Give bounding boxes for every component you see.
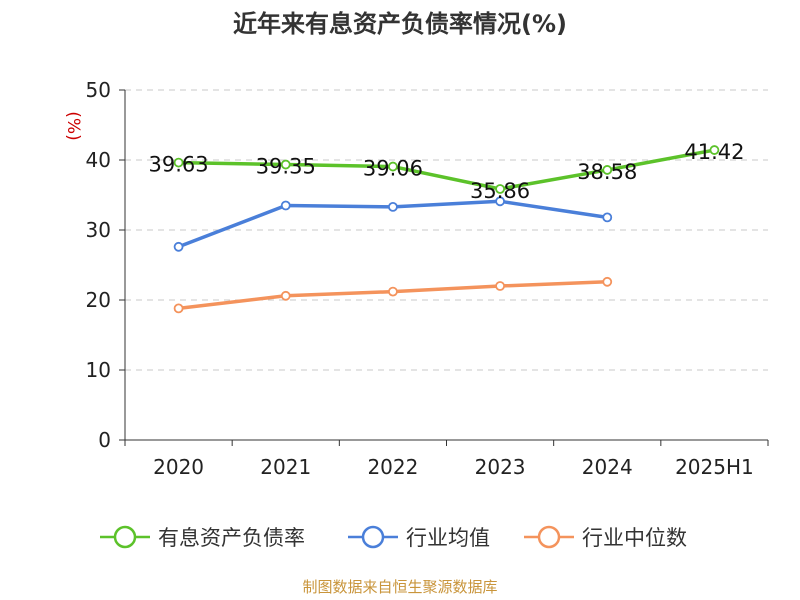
data-point bbox=[280, 200, 291, 211]
data-point bbox=[388, 161, 398, 172]
data-label: 41.42 bbox=[684, 140, 744, 164]
data-point bbox=[495, 184, 505, 194]
data-point bbox=[709, 145, 720, 155]
data-point bbox=[602, 276, 613, 287]
x-tick-label: 2022 bbox=[367, 455, 418, 479]
axes: 0 10 20 30 40 50 2020 2021 2022 2023 2024 2025H1 bbox=[86, 78, 769, 479]
y-tick-label: 20 bbox=[86, 288, 111, 312]
y-tick-label: 50 bbox=[86, 78, 111, 102]
source-note: 制图数据来自恒生聚源数据库 bbox=[302, 578, 497, 596]
legend-swatch-marker bbox=[113, 525, 137, 549]
data-label: 39.06 bbox=[363, 157, 423, 181]
chart-title: 近年来有息资产负债率情况(%) bbox=[233, 10, 567, 38]
data-label: 38.58 bbox=[577, 160, 637, 184]
grid-lines bbox=[125, 89, 768, 371]
data-label: 39.35 bbox=[256, 155, 316, 179]
data-point bbox=[173, 241, 184, 252]
data-point bbox=[173, 303, 184, 314]
data-point bbox=[388, 286, 398, 297]
data-labels: 39.63 39.35 39.06 35.86 38.58 41.42 bbox=[149, 140, 745, 203]
data-point bbox=[280, 159, 291, 170]
legend-swatch-marker bbox=[537, 525, 561, 549]
series-lines bbox=[173, 145, 720, 314]
data-point bbox=[280, 290, 291, 301]
y-tick-label: 0 bbox=[98, 428, 111, 452]
legend-label: 行业中位数 bbox=[582, 526, 687, 550]
y-axis-unit: (%) bbox=[63, 111, 83, 140]
data-point bbox=[388, 201, 398, 212]
y-tick-label: 30 bbox=[86, 218, 111, 242]
legend-swatch-marker bbox=[361, 525, 385, 549]
legend: 有息资产负债率 行业均值 行业中位数 bbox=[100, 525, 687, 550]
x-tick-label: 2020 bbox=[153, 455, 204, 479]
legend-label: 行业均值 bbox=[406, 526, 490, 550]
data-point bbox=[602, 212, 613, 223]
data-point bbox=[602, 165, 613, 175]
legend-label: 有息资产负债率 bbox=[158, 526, 305, 550]
data-point bbox=[495, 196, 505, 207]
y-tick-label: 10 bbox=[86, 358, 111, 382]
data-point bbox=[173, 157, 184, 168]
x-tick-label: 2023 bbox=[475, 455, 526, 479]
x-tick-label: 2021 bbox=[260, 455, 311, 479]
y-tick-label: 40 bbox=[86, 148, 111, 172]
data-point bbox=[495, 281, 505, 291]
data-label: 35.86 bbox=[470, 179, 530, 203]
series-line bbox=[178, 148, 715, 191]
x-tick-label: 2024 bbox=[582, 455, 633, 479]
x-tick-label: 2025H1 bbox=[675, 455, 754, 479]
data-label: 39.63 bbox=[149, 153, 209, 177]
